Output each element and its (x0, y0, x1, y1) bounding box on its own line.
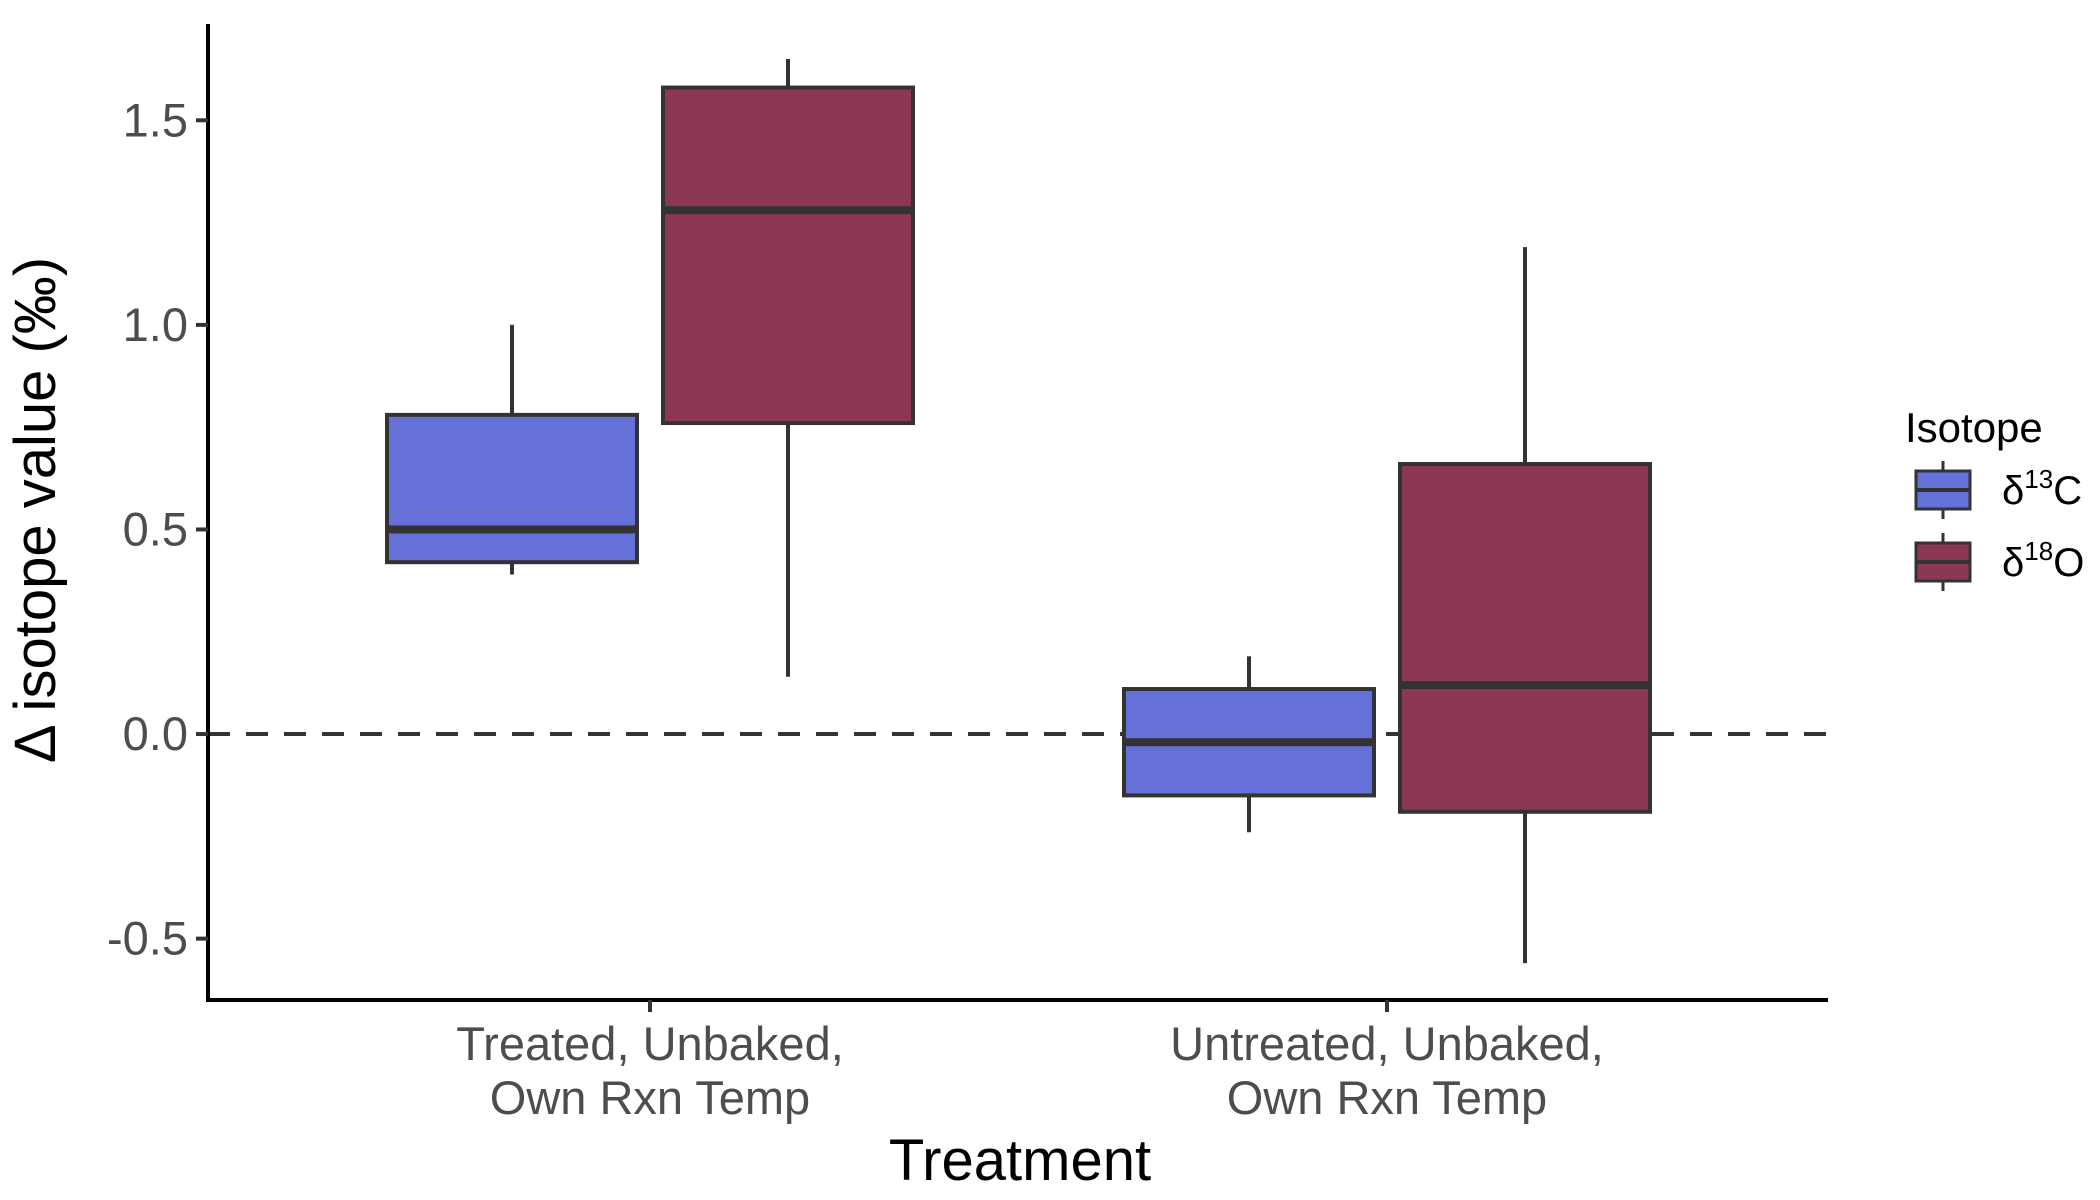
legend-item-o: δ18O (1914, 533, 2084, 591)
legend-title: Isotope (1905, 404, 2043, 451)
box-o-2 (1398, 247, 1652, 964)
legend-label: δ13C (2002, 464, 2082, 513)
x-tick-label: Own Rxn Temp (490, 1071, 810, 1124)
x-tick-label: Untreated, Unbaked, (1170, 1017, 1604, 1070)
x-axis-title: Treatment (889, 1128, 1151, 1193)
x-tick-label: Treated, Unbaked, (456, 1017, 844, 1070)
legend-item-c: δ13C (1914, 461, 2082, 519)
y-tick-label: 0.5 (123, 502, 188, 555)
x-axis: Treated, Unbaked,Own Rxn TempUntreated, … (206, 998, 1828, 1124)
plot-area (208, 58, 1828, 964)
box-iqr (1398, 461, 1652, 814)
y-axis: 1.5 1.0 0.5 0.0 -0.5 (107, 24, 210, 1000)
x-tick-label: Own Rxn Temp (1227, 1071, 1547, 1124)
y-tick-label: -0.5 (107, 912, 188, 965)
y-tick-label: 1.5 (123, 93, 188, 146)
y-tick-label: 0.0 (123, 707, 188, 760)
box-iqr (661, 85, 915, 426)
legend-label: δ18O (2002, 536, 2084, 585)
box-c-2 (1122, 656, 1376, 833)
y-tick-label: 1.0 (123, 298, 188, 351)
legend: Isotope δ13C δ18O (1905, 404, 2084, 591)
box-iqr (385, 412, 639, 565)
box-c-1 (385, 324, 639, 575)
y-axis-title: Δ isotope value (‰) (3, 257, 68, 763)
box-o-1 (661, 58, 915, 677)
